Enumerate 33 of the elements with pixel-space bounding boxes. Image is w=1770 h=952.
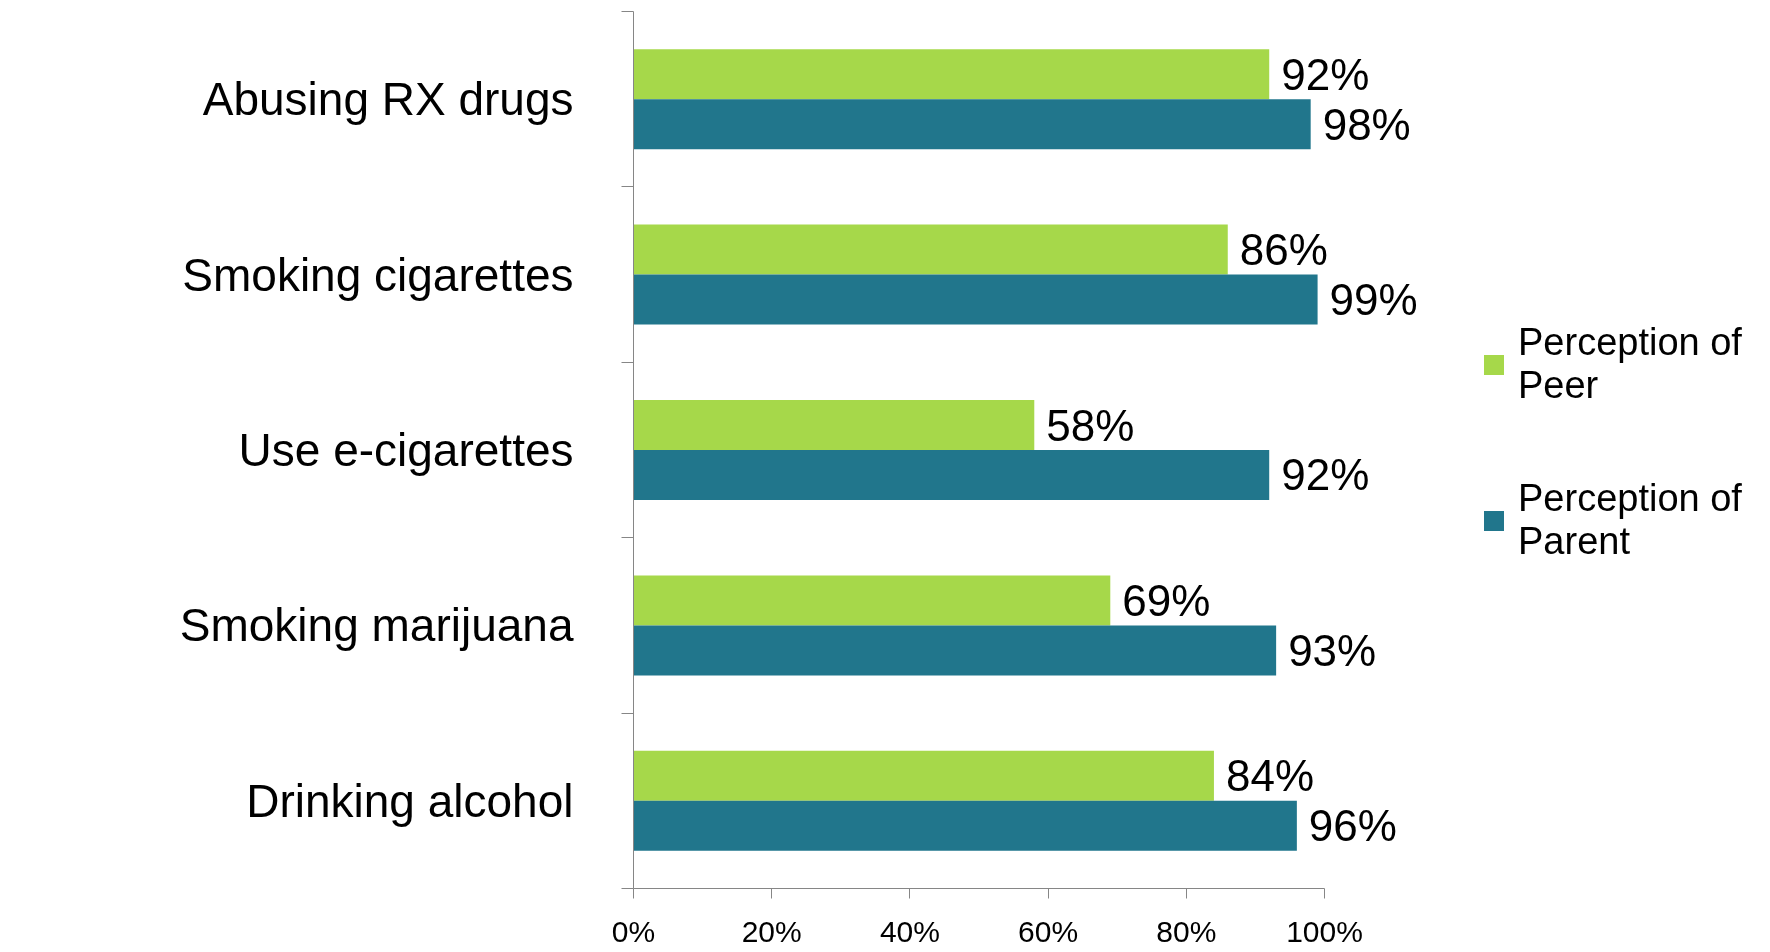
legend-label: Perception of Parent: [1518, 477, 1742, 563]
x-tick-label: 80%: [1156, 914, 1217, 948]
bar: [633, 750, 1214, 801]
data-label: 96%: [1308, 801, 1397, 851]
bar: [633, 49, 1270, 100]
data-label: 93%: [1288, 625, 1377, 675]
legend-label: Perception of Peer: [1518, 321, 1742, 407]
bar: [633, 800, 1297, 851]
y-tick-label: Smoking marijuana: [179, 599, 574, 652]
x-tick-label: 60%: [1018, 914, 1079, 948]
y-tick-label: Smoking cigarettes: [182, 248, 574, 301]
x-tick-label: 20%: [741, 914, 802, 948]
bar: [633, 274, 1318, 325]
x-tick-label: 100%: [1286, 914, 1363, 948]
x-tick-label: 0%: [611, 914, 656, 948]
data-label: 92%: [1281, 450, 1370, 500]
y-tick-label: Abusing RX drugs: [202, 73, 574, 126]
data-label: 98%: [1322, 99, 1411, 149]
bar: [633, 450, 1270, 500]
bar: [633, 99, 1311, 150]
y-tick-label: Use e-cigarettes: [238, 424, 574, 476]
bar: [633, 400, 1035, 450]
x-tick-label: 40%: [879, 914, 940, 948]
data-label: 86%: [1239, 225, 1328, 275]
data-label: 92%: [1281, 49, 1370, 99]
bar: [633, 224, 1228, 275]
data-label: 58%: [1046, 400, 1135, 450]
bar: [633, 575, 1111, 626]
y-tick-label: Drinking alcohol: [246, 774, 574, 827]
data-label: 84%: [1225, 751, 1315, 801]
bar: [633, 625, 1277, 676]
data-label: 69%: [1122, 575, 1211, 625]
data-label: 99%: [1329, 275, 1418, 325]
